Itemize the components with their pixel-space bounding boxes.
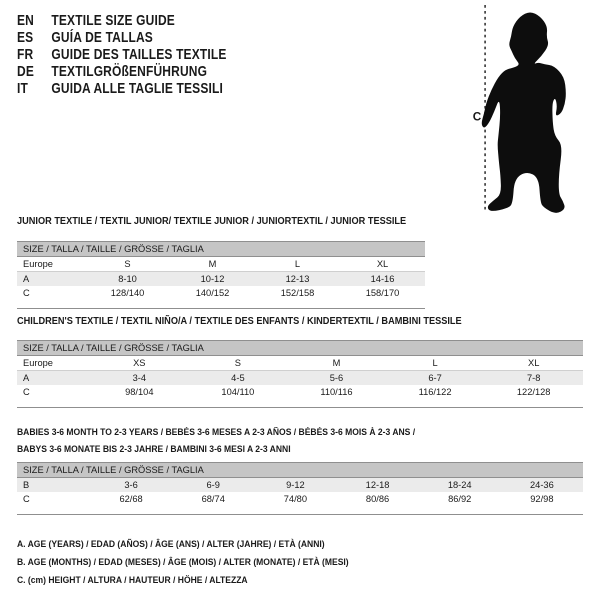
svg-text:C: C [473, 111, 482, 124]
